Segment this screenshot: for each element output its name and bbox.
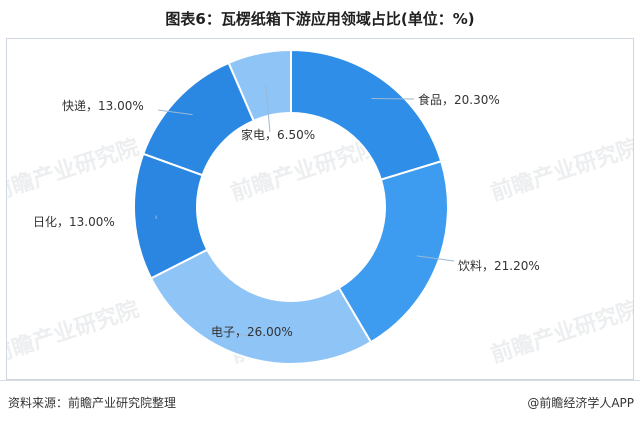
slice-2 (149, 248, 373, 365)
slice-label: 家电，6.50% (241, 127, 315, 142)
donut-chart: 前瞻产业研究院前瞻产业研究院前瞻产业研究院前瞻产业研究院前瞻产业研究院前瞻产业研… (7, 48, 633, 369)
slice-label: 快递，13.00% (62, 99, 144, 113)
leader-line (416, 255, 455, 262)
source-note: 资料来源：前瞻产业研究院整理 (8, 396, 177, 410)
slice-0 (290, 48, 443, 181)
slice-5 (227, 48, 292, 123)
chart-title: 图表6：瓦楞纸箱下游应用领域占比(单位：%) (165, 10, 475, 28)
leader-line (265, 84, 271, 133)
slice-label: 食品，20.30% (418, 92, 500, 107)
leader-lines-layer (155, 84, 455, 338)
slice-label: 电子，26.00% (211, 325, 293, 339)
slice-label: 日化，13.00% (33, 215, 115, 229)
leader-line (228, 331, 254, 338)
slice-label: 饮料，21.20% (458, 259, 540, 273)
watermark-text: 前瞻产业研究院 (7, 296, 142, 368)
leader-line (157, 109, 193, 116)
watermark-text: 前瞻产业研究院 (488, 296, 633, 368)
watermark-text: 前瞻产业研究院 (488, 134, 633, 206)
brand-credit: @前瞻经济学人APP (527, 396, 634, 410)
chart-frame: 前瞻产业研究院前瞻产业研究院前瞻产业研究院前瞻产业研究院前瞻产业研究院前瞻产业研… (6, 38, 634, 380)
footer: 资料来源：前瞻产业研究院整理 @前瞻经济学人APP (0, 380, 640, 421)
watermark-text: 前瞻产业研究院 (228, 134, 383, 206)
slice-1 (337, 160, 449, 344)
slices-layer (133, 48, 449, 365)
watermark-text: 前瞻产业研究院 (7, 134, 142, 206)
labels-layer: 食品，20.30% 饮料，21.20% 电子，26.00% 日化，13.00% 快递，1… (33, 92, 540, 339)
